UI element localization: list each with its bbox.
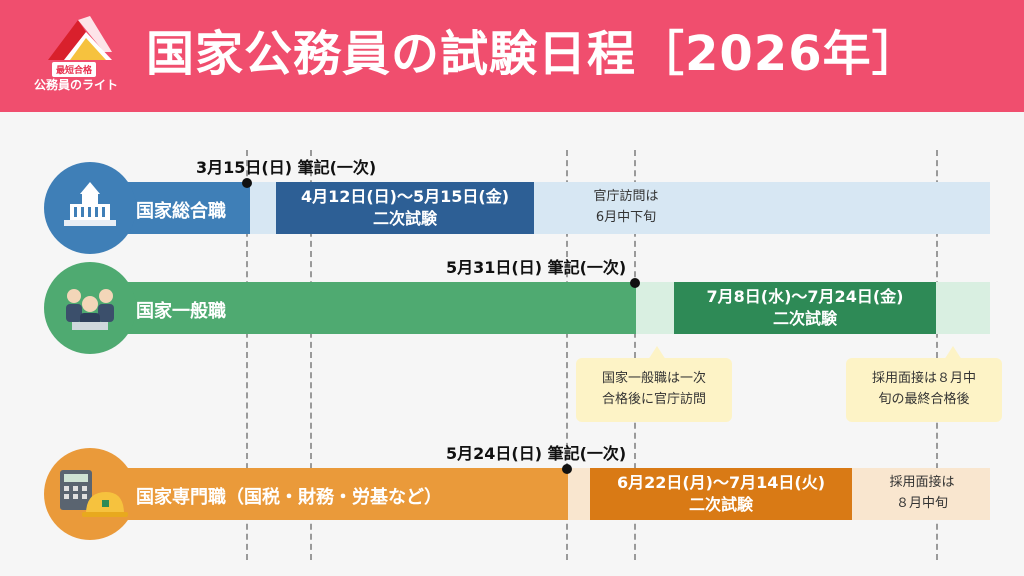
second-exam-dates: 4月12日(日)～5月15日(金): [300, 187, 510, 206]
calculator-helmet-icon: [44, 448, 136, 540]
second-exam-bar: [674, 282, 936, 334]
note-line: 官庁訪問は: [593, 189, 659, 204]
written-exam-milestone: 3月15日(日) 筆記(一次): [196, 158, 377, 177]
second-exam-label: 二次試験: [772, 309, 837, 328]
milestone-dot: [242, 178, 252, 188]
label-bar: [90, 282, 636, 334]
timeline-divider: [936, 150, 938, 560]
row-label: 国家総合職: [136, 201, 226, 222]
logo-tagline: 最短合格: [52, 62, 97, 77]
note-line: 採用面接は: [889, 475, 955, 490]
header-banner: 最短合格 公務員のライト 国家公務員の試験日程［2026年］: [0, 0, 1024, 112]
interview-note: 採用面接は ８月中旬: [862, 472, 982, 514]
second-exam-bar: [590, 468, 852, 520]
second-exam-dates: 6月22日(月)～7月14日(火): [616, 473, 826, 492]
office-workers-icon: [44, 262, 136, 354]
timeline-divider: [634, 150, 636, 560]
second-exam-dates: 7月8日(水)～7月24日(金): [706, 287, 904, 306]
timeline-divider: [246, 150, 248, 560]
agency-visit-callout: 国家一般職は一次 合格後に官庁訪問: [576, 358, 732, 422]
milestone-dot: [562, 464, 572, 474]
timeline-divider: [310, 150, 312, 560]
callout-line: 採用面接は８月中: [871, 371, 976, 386]
callout-line: 旬の最終合格後: [878, 392, 970, 407]
logo-roof-icon: [48, 16, 112, 60]
logo-name: 公務員のライト: [34, 78, 119, 92]
parliament-building-icon: [44, 162, 136, 254]
callout-line: 国家一般職は一次: [601, 371, 706, 386]
callout-line: 合格後に官庁訪問: [601, 392, 706, 407]
milestone-dot: [630, 278, 640, 288]
label-bar: [90, 468, 568, 520]
page-title: 国家公務員の試験日程［2026年］: [146, 26, 921, 82]
second-exam-label: 二次試験: [372, 209, 437, 228]
second-exam-text: 4月12日(日)～5月15日(金) 二次試験: [276, 186, 534, 230]
note-line: ８月中旬: [895, 496, 948, 511]
timeline-divider: [566, 150, 568, 560]
written-exam-milestone: 5月24日(日) 筆記(一次): [446, 444, 627, 463]
callout-pointer: [648, 346, 666, 360]
agency-visit-note: 官庁訪問は 6月中下旬: [566, 186, 686, 228]
written-exam-milestone: 5月31日(日) 筆記(一次): [446, 258, 627, 277]
row-label: 国家専門職（国税・財務・労基など）: [136, 487, 442, 508]
logo: 最短合格 公務員のライト: [30, 12, 130, 98]
note-line: 6月中下旬: [595, 210, 657, 225]
row-label: 国家一般職: [136, 301, 226, 322]
second-exam-label: 二次試験: [688, 495, 753, 514]
callout-pointer: [944, 346, 962, 360]
second-exam-text: 7月8日(水)～7月24日(金) 二次試験: [674, 286, 936, 330]
second-exam-text: 6月22日(月)～7月14日(火) 二次試験: [590, 472, 852, 516]
second-exam-bar: [276, 182, 534, 234]
interview-callout: 採用面接は８月中 旬の最終合格後: [846, 358, 1002, 422]
